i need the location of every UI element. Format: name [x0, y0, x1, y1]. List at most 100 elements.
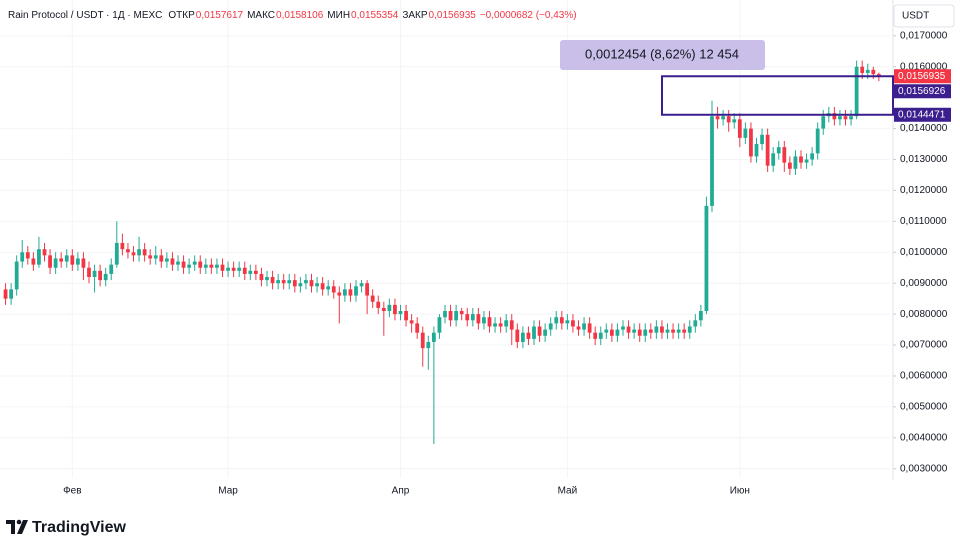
- candle-body: [387, 304, 392, 312]
- candle-body: [359, 283, 364, 287]
- candle-body: [498, 323, 503, 327]
- candle-body: [42, 249, 47, 256]
- candle-body: [682, 329, 687, 333]
- candle-body: [760, 134, 764, 145]
- candle-body: [331, 286, 336, 293]
- brand-icon: [6, 520, 28, 534]
- candle-body: [398, 311, 403, 315]
- legend-label: ЗАКР: [402, 10, 428, 21]
- candle-body: [465, 314, 470, 321]
- candle-body: [810, 153, 815, 160]
- candle-body: [292, 280, 297, 287]
- legend-value: 0,0156935: [428, 10, 476, 21]
- candle-body: [493, 323, 497, 327]
- legend-label: ОТКР: [168, 10, 195, 21]
- candle-body: [220, 264, 225, 271]
- legend-change: −0,0000682 (−0,43%): [479, 10, 577, 21]
- candle-body: [393, 304, 397, 315]
- candle-body: [87, 267, 91, 278]
- y-tick-label: 0,0080000: [900, 309, 948, 320]
- x-tick-label: Май: [558, 486, 578, 497]
- candle-body: [721, 116, 726, 120]
- candle-body: [215, 264, 219, 268]
- candle-body: [665, 329, 670, 333]
- last-price-tag-bg: [894, 69, 951, 84]
- price-range-label-bg: [560, 40, 765, 70]
- candle-body: [626, 326, 631, 333]
- candle-body: [865, 69, 870, 73]
- candle-body: [326, 286, 331, 290]
- candle-body: [854, 66, 859, 117]
- candle-body: [654, 326, 659, 333]
- candle-body: [64, 255, 69, 262]
- candle-body: [70, 255, 75, 265]
- candle-body: [304, 280, 308, 284]
- range-high-tag: 0,0156926: [898, 86, 946, 97]
- candle-body: [404, 311, 408, 321]
- candle-body: [876, 74, 881, 77]
- candle-body: [687, 326, 692, 333]
- candle-body: [448, 311, 453, 321]
- candle-body: [92, 270, 97, 278]
- candle-body: [459, 311, 464, 315]
- candle-body: [109, 264, 114, 274]
- candle-body: [126, 249, 130, 253]
- candle-body: [637, 329, 642, 336]
- candle-body: [515, 329, 520, 342]
- candle-body: [571, 320, 575, 327]
- candle-body: [170, 258, 175, 265]
- candle-body: [354, 286, 358, 296]
- candle-body: [754, 144, 759, 157]
- candle-body: [526, 332, 531, 339]
- range-low-tag-bg: [894, 107, 951, 122]
- candle-body: [209, 264, 214, 268]
- price-range-box: [661, 75, 894, 116]
- y-tick-label: 0,0070000: [900, 340, 948, 351]
- candle-body: [287, 280, 292, 284]
- candle-body: [376, 301, 381, 308]
- candle-body: [337, 292, 342, 296]
- x-tick-label: Июн: [730, 486, 750, 497]
- candle-body: [598, 332, 603, 339]
- candle-body: [737, 119, 742, 138]
- candle-body: [815, 128, 820, 154]
- candle-body: [248, 270, 253, 274]
- range-low-tag: 0,0144471: [898, 109, 946, 120]
- y-tick-label: 0,0130000: [900, 154, 948, 165]
- candle-body: [660, 326, 664, 333]
- candle-body: [242, 267, 247, 274]
- candle-body: [120, 243, 125, 250]
- brand-dot: [16, 519, 22, 525]
- candle-body: [648, 329, 653, 333]
- candle-body: [131, 252, 136, 256]
- legend-label: МИН: [327, 10, 351, 21]
- candle-body: [298, 283, 303, 287]
- range-high-tag-bg: [894, 84, 951, 99]
- candle-body: [554, 317, 559, 324]
- candle-body: [187, 264, 192, 268]
- candle-body: [37, 249, 41, 265]
- candle-body: [843, 116, 848, 120]
- candle-body: [137, 249, 141, 256]
- candle-body: [698, 311, 703, 321]
- legend-value: 0,0157617: [195, 10, 244, 21]
- candle-body: [231, 267, 236, 271]
- y-tick-label: 0,0160000: [900, 61, 948, 72]
- y-tick-label: 0,0100000: [900, 247, 948, 258]
- candle-body: [159, 255, 164, 262]
- candle-body: [281, 280, 286, 284]
- y-tick-label: 0,0060000: [900, 371, 948, 382]
- candle-body: [476, 314, 481, 324]
- candle-body: [253, 270, 258, 274]
- brand-name: TradingView: [32, 519, 127, 536]
- candle-body: [832, 113, 837, 120]
- candle-body: [370, 295, 375, 302]
- axis-unit: USDT: [902, 11, 929, 22]
- candle-body: [14, 261, 19, 290]
- candle-body: [20, 252, 25, 262]
- candle-body: [309, 280, 314, 287]
- candle-body: [25, 252, 30, 259]
- candle-body: [176, 261, 180, 265]
- candle-body: [838, 116, 842, 120]
- candle-body: [726, 116, 731, 123]
